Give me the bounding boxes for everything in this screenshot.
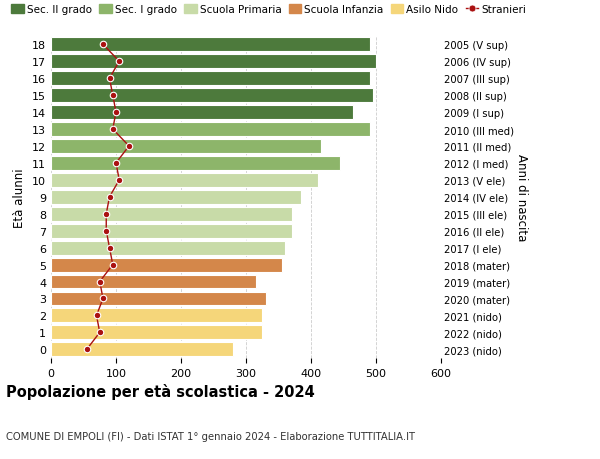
Bar [51, 72, 370, 86]
Point [98, 295, 108, 302]
Bar [51, 241, 285, 255]
Point [115, 58, 124, 66]
Point [108, 261, 118, 269]
Point [115, 177, 124, 184]
Point [105, 245, 115, 252]
Point [82, 346, 92, 353]
Point [108, 92, 118, 100]
Text: Popolazione per età scolastica - 2024: Popolazione per età scolastica - 2024 [6, 383, 315, 399]
Bar [51, 275, 256, 289]
Point [105, 194, 115, 201]
Bar [51, 38, 370, 52]
Bar [51, 123, 370, 137]
Y-axis label: Età alunni: Età alunni [13, 168, 26, 227]
Bar [51, 190, 301, 204]
Bar [51, 89, 373, 103]
Point [92, 312, 101, 319]
Point [111, 109, 121, 117]
Point [98, 41, 108, 49]
Bar [51, 342, 233, 357]
Y-axis label: Anni di nascita: Anni di nascita [515, 154, 527, 241]
Point [95, 278, 104, 285]
Point [101, 228, 111, 235]
Point [108, 126, 118, 134]
Bar [51, 157, 340, 170]
Legend: Sec. II grado, Sec. I grado, Scuola Primaria, Scuola Infanzia, Asilo Nido, Stran: Sec. II grado, Sec. I grado, Scuola Prim… [11, 5, 526, 15]
Text: COMUNE DI EMPOLI (FI) - Dati ISTAT 1° gennaio 2024 - Elaborazione TUTTITALIA.IT: COMUNE DI EMPOLI (FI) - Dati ISTAT 1° ge… [6, 431, 415, 441]
Bar [51, 55, 376, 69]
Point [95, 329, 104, 336]
Point [111, 160, 121, 167]
Bar [51, 258, 282, 272]
Bar [51, 292, 266, 306]
Bar [51, 140, 321, 154]
Point [101, 211, 111, 218]
Bar [51, 207, 292, 221]
Bar [51, 309, 262, 323]
Bar [51, 174, 317, 187]
Bar [51, 106, 353, 120]
Point [124, 143, 134, 150]
Bar [51, 326, 262, 340]
Point [105, 75, 115, 83]
Bar [51, 224, 292, 238]
